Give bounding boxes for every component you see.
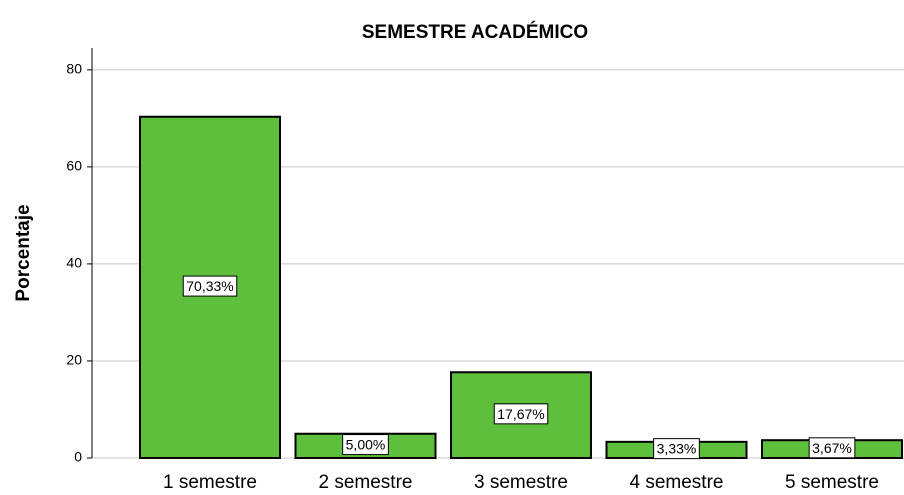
data-label: 5,00% xyxy=(346,437,386,453)
y-tick-label: 0 xyxy=(74,449,82,465)
y-tick-label: 40 xyxy=(66,255,82,271)
data-label-box xyxy=(653,438,700,460)
y-axis-label: Porcentaje xyxy=(13,204,34,301)
data-label: 17,67% xyxy=(497,406,544,422)
x-tick-label: 3 semestre xyxy=(474,472,568,493)
data-label-box xyxy=(808,437,856,459)
x-tick-label: 1 semestre xyxy=(163,472,257,493)
data-label-box xyxy=(342,434,389,456)
chart-title: SEMESTRE ACADÉMICO xyxy=(362,21,588,43)
data-label: 3,33% xyxy=(657,441,697,457)
data-label-box xyxy=(182,275,238,297)
y-tick-label: 60 xyxy=(66,158,82,174)
y-tick-label: 80 xyxy=(66,61,82,77)
data-label: 70,33% xyxy=(186,278,233,294)
x-tick-label: 4 semestre xyxy=(630,472,724,493)
data-label: 3,67% xyxy=(812,440,852,456)
x-tick-label: 5 semestre xyxy=(785,472,879,493)
x-tick-label: 2 semestre xyxy=(319,472,413,493)
data-label-box xyxy=(493,403,549,425)
y-tick-label: 20 xyxy=(66,352,82,368)
